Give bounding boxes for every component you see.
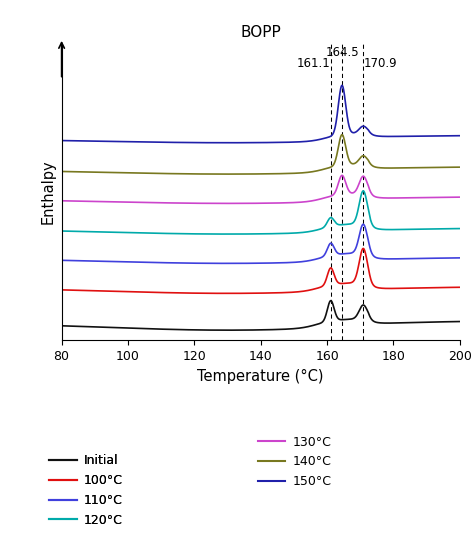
- Text: 164.5: 164.5: [325, 46, 359, 59]
- Legend: Initial, 100°C, 110°C, 120°C: Initial, 100°C, 110°C, 120°C: [44, 449, 128, 532]
- Title: BOPP: BOPP: [240, 25, 281, 40]
- Legend: 130°C, 140°C, 150°C: 130°C, 140°C, 150°C: [253, 430, 337, 494]
- Text: 161.1: 161.1: [297, 57, 331, 70]
- Text: 170.9: 170.9: [363, 57, 397, 70]
- Y-axis label: Enthalpy: Enthalpy: [41, 160, 56, 225]
- X-axis label: Temperature (°C): Temperature (°C): [198, 369, 324, 384]
